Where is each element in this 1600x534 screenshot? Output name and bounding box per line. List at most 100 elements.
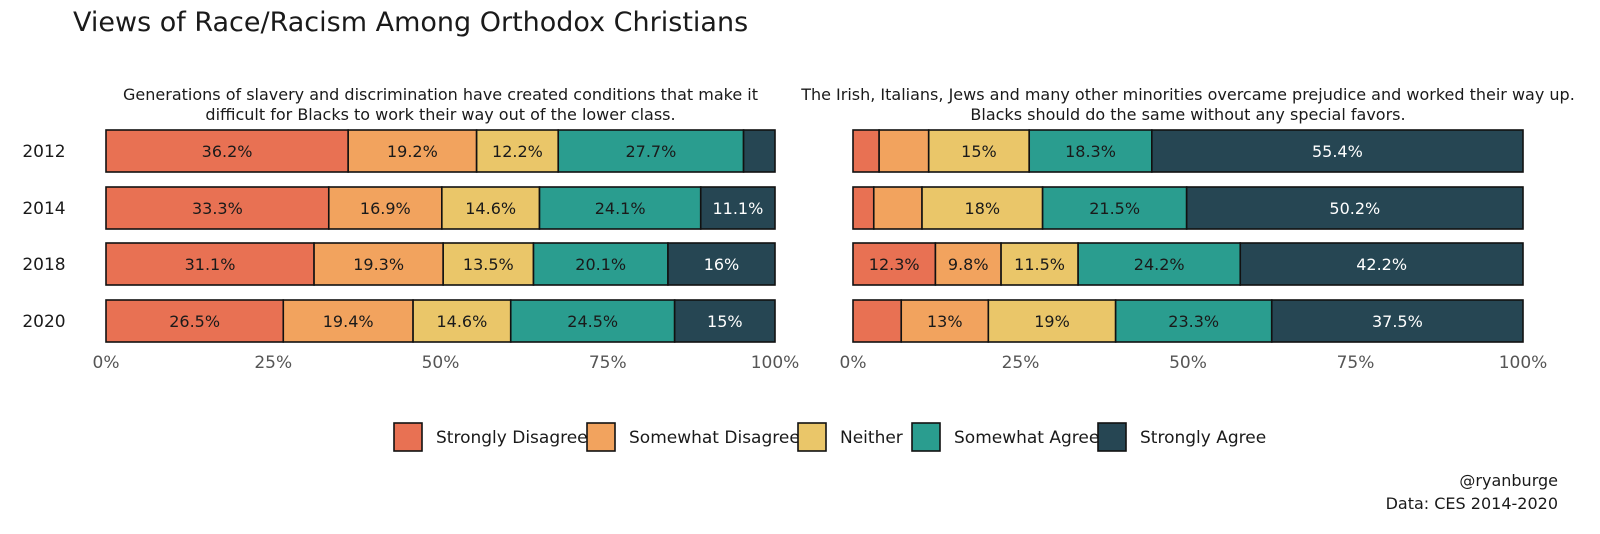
x-tick-label: 100% [1499, 353, 1548, 373]
data-label: 19.2% [387, 142, 438, 161]
bar-segment [934, 242, 1002, 286]
year-label: 2014 [22, 199, 65, 219]
data-label: 24.1% [595, 199, 646, 218]
data-label: 26.5% [169, 312, 220, 331]
bar-segment [878, 129, 930, 173]
legend-swatch [797, 422, 827, 452]
x-tick-label: 0% [840, 353, 867, 373]
bar-segment [667, 242, 776, 286]
chart-title: Views of Race/Racism Among Orthodox Chri… [73, 7, 748, 38]
data-label: 37.5% [1372, 312, 1423, 331]
bar-segment [852, 299, 903, 343]
chart-panel-1: Generations of slavery and discriminatio… [22, 85, 799, 373]
data-label: 23.3% [1168, 312, 1219, 331]
x-tick-label: 50% [1169, 353, 1207, 373]
bar-segment [921, 186, 1044, 230]
data-label: 19% [1034, 312, 1070, 331]
data-label: 19.4% [323, 312, 374, 331]
bar-segment [1151, 129, 1524, 173]
data-label: 14.6% [465, 199, 516, 218]
bar-segment [509, 299, 676, 343]
data-label: 16.9% [360, 199, 411, 218]
legend-item: Somewhat Disagree [586, 422, 800, 452]
bar-segment [282, 299, 414, 343]
bar-segment [1028, 129, 1153, 173]
caption-handle: @ryanburge [1459, 471, 1558, 490]
bar-segment [1185, 186, 1524, 230]
data-label: 18% [965, 199, 1001, 218]
data-label: 19.3% [353, 255, 404, 274]
data-label: 27.7% [625, 142, 676, 161]
data-label: 11.1% [712, 199, 763, 218]
data-label: 42.2% [1356, 255, 1407, 274]
panel-subtitle-line: Generations of slavery and discriminatio… [123, 85, 758, 104]
bar-segment [441, 186, 541, 230]
data-label: 12.2% [492, 142, 543, 161]
bar-segment [872, 186, 923, 230]
data-label: 12.3% [869, 255, 920, 274]
legend-swatch [586, 422, 616, 452]
data-label: 21.5% [1089, 199, 1140, 218]
x-tick-label: 25% [1002, 353, 1040, 373]
chart-panel-2: The Irish, Italians, Jews and many other… [800, 85, 1575, 373]
legend-item: Somewhat Agree [911, 422, 1099, 452]
legend-label: Strongly Agree [1140, 428, 1266, 448]
bar-segment [105, 129, 349, 173]
bar-segment [1077, 242, 1242, 286]
data-label: 13% [927, 312, 963, 331]
legend-item: Strongly Disagree [393, 422, 588, 452]
bar-segment [442, 242, 535, 286]
legend-swatch [911, 422, 941, 452]
x-tick-label: 75% [1337, 353, 1375, 373]
bar-segment [900, 299, 990, 343]
bar-segment [852, 129, 880, 173]
bar-segment [105, 186, 330, 230]
data-label: 16% [704, 255, 740, 274]
chart-panels: Generations of slavery and discriminatio… [22, 85, 1574, 373]
data-label: 15% [961, 142, 997, 161]
bar-segment [742, 129, 776, 173]
bar-segment [475, 129, 560, 173]
year-label: 2020 [22, 312, 65, 332]
x-tick-label: 100% [751, 353, 800, 373]
bar-segment [412, 299, 512, 343]
legend-label: Strongly Disagree [436, 428, 588, 448]
bar-segment [852, 186, 875, 230]
panel-subtitle-line: Blacks should do the same without any sp… [970, 105, 1405, 124]
data-label: 31.1% [185, 255, 236, 274]
data-label: 11.5% [1014, 255, 1065, 274]
bar-segment [1239, 242, 1524, 286]
legend-swatch [393, 422, 423, 452]
bar-segment [927, 129, 1031, 173]
bar-segment [1270, 299, 1524, 343]
data-label: 13.5% [463, 255, 514, 274]
x-tick-label: 25% [254, 353, 292, 373]
bar-segment [1000, 242, 1079, 286]
bar-segment [347, 129, 478, 173]
bar-segment [327, 186, 443, 230]
data-label: 14.6% [436, 312, 487, 331]
data-label: 20.1% [575, 255, 626, 274]
data-label: 9.8% [948, 255, 989, 274]
bar-segment [105, 242, 315, 286]
data-label: 55.4% [1312, 142, 1363, 161]
data-label: 15% [707, 312, 743, 331]
legend-label: Neither [840, 428, 903, 448]
x-tick-label: 50% [422, 353, 460, 373]
legend-swatch [1097, 422, 1127, 452]
data-label: 24.5% [567, 312, 618, 331]
bar-segment [538, 186, 702, 230]
caption-source: Data: CES 2014-2020 [1386, 494, 1558, 513]
bar-segment [673, 299, 776, 343]
panel-subtitle-line: The Irish, Italians, Jews and many other… [800, 85, 1575, 104]
year-label: 2012 [22, 142, 65, 162]
year-label: 2018 [22, 255, 65, 275]
x-tick-label: 75% [589, 353, 627, 373]
bar-segment [699, 186, 776, 230]
data-label: 33.3% [192, 199, 243, 218]
panel-subtitle-line: difficult for Blacks to work their way o… [205, 105, 675, 124]
data-label: 50.2% [1329, 199, 1380, 218]
legend-item: Strongly Agree [1097, 422, 1266, 452]
legend-item: Neither [797, 422, 903, 452]
